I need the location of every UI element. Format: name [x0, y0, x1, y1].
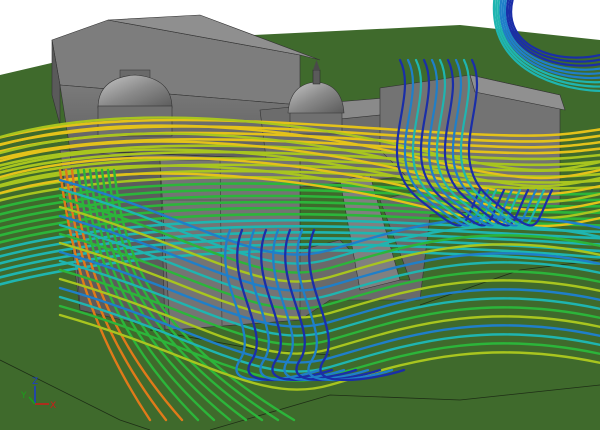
streamline	[58, 178, 600, 256]
y-axis-label: Y	[20, 391, 27, 401]
streamline	[0, 172, 600, 228]
streamline	[58, 223, 600, 301]
streamline	[403, 58, 490, 227]
streamline	[58, 196, 600, 274]
streamline	[58, 232, 600, 310]
streamline	[82, 168, 216, 422]
streamline	[308, 228, 406, 382]
streamline	[503, 0, 600, 71]
streamline	[435, 58, 522, 227]
streamline	[443, 58, 530, 227]
streamline	[419, 58, 506, 227]
streamline	[0, 164, 600, 220]
streamline	[296, 228, 394, 382]
streamline	[395, 58, 482, 227]
streamline	[0, 156, 600, 212]
terrain-line	[0, 359, 151, 430]
streamline	[0, 116, 600, 172]
streamline	[497, 0, 600, 84]
streamline	[427, 58, 514, 227]
x-axis-label: X	[50, 401, 56, 411]
streamline	[76, 168, 200, 422]
streamline	[508, 0, 600, 63]
streamline	[467, 58, 554, 227]
streamline	[0, 200, 600, 230]
streamline	[505, 0, 600, 67]
streamline	[58, 295, 600, 373]
left-dome	[97, 74, 173, 109]
z-axis-label: Z	[32, 377, 38, 387]
streamline	[0, 225, 600, 258]
streamline	[58, 214, 600, 292]
y-axis-line	[28, 396, 36, 405]
streamline	[495, 0, 600, 88]
streamline	[0, 144, 600, 167]
streamline	[100, 168, 264, 422]
streamline	[58, 313, 600, 391]
streamline	[58, 277, 600, 355]
streamline	[510, 0, 600, 59]
streamline	[58, 187, 600, 265]
streamline	[0, 125, 600, 146]
streamline	[58, 250, 600, 328]
streamline	[492, 0, 600, 92]
axis-triad: Z X Y	[20, 377, 56, 411]
terrain-line	[209, 384, 600, 430]
streamline	[0, 118, 600, 139]
streamline	[58, 268, 600, 346]
streamline	[0, 140, 600, 196]
streamline	[411, 58, 498, 227]
streamline	[0, 124, 600, 180]
streamline	[499, 0, 600, 80]
streamline	[501, 0, 600, 75]
streamline	[451, 58, 538, 227]
streamline	[106, 168, 280, 422]
streamline	[459, 58, 546, 227]
streamline	[58, 259, 600, 337]
streamline	[58, 241, 600, 319]
streamline	[0, 157, 600, 181]
streamline	[284, 228, 382, 382]
streamline	[0, 150, 600, 174]
streamline	[58, 205, 600, 283]
streamline	[0, 132, 600, 188]
streamline	[58, 286, 600, 364]
streamline	[0, 148, 600, 204]
streamline	[58, 168, 152, 422]
